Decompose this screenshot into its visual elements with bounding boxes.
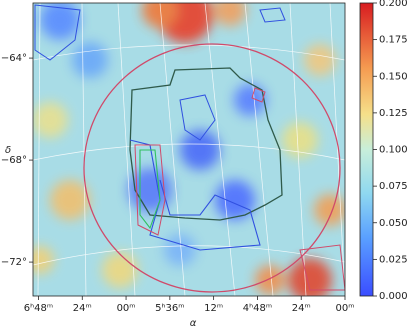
colorbar-tick-label: 0.200 bbox=[379, 0, 408, 9]
colorbar bbox=[359, 2, 374, 297]
x-axis-label: α bbox=[190, 318, 197, 329]
x-tick-label: 24ᵐ bbox=[292, 303, 311, 314]
colorbar-tick-label: 0.050 bbox=[379, 218, 408, 229]
colorbar-tick-label: 0.175 bbox=[379, 35, 408, 46]
colorbar-tick-label: 0.075 bbox=[379, 181, 408, 192]
colorbar-tick-label: 0.125 bbox=[379, 108, 408, 119]
x-tick-label: 6ʰ48ᵐ bbox=[24, 303, 53, 314]
colorbar-tick-label: 0.000 bbox=[379, 291, 408, 302]
colorbar-tick-label: 0.025 bbox=[379, 254, 408, 265]
sky-map bbox=[33, 3, 345, 296]
y-tick-label: −68° bbox=[1, 155, 27, 166]
x-tick-label: 5ʰ36ᵐ bbox=[155, 303, 184, 314]
x-tick-label: 4ʰ48ᵐ bbox=[243, 303, 272, 314]
x-tick-label: 24ᵐ bbox=[73, 303, 92, 314]
y-axis-label: δ bbox=[5, 145, 11, 156]
x-tick-label: 00ᵐ bbox=[336, 303, 355, 314]
colorbar-tick-label: 0.150 bbox=[379, 71, 408, 82]
y-tick-label: −64° bbox=[1, 53, 27, 64]
y-tick-label: −72° bbox=[1, 257, 27, 268]
colorbar-tick-label: 0.100 bbox=[379, 145, 408, 156]
x-tick-label: 12ᵐ bbox=[204, 303, 223, 314]
plot-frame bbox=[32, 2, 346, 297]
x-tick-label: 00ᵐ bbox=[117, 303, 136, 314]
